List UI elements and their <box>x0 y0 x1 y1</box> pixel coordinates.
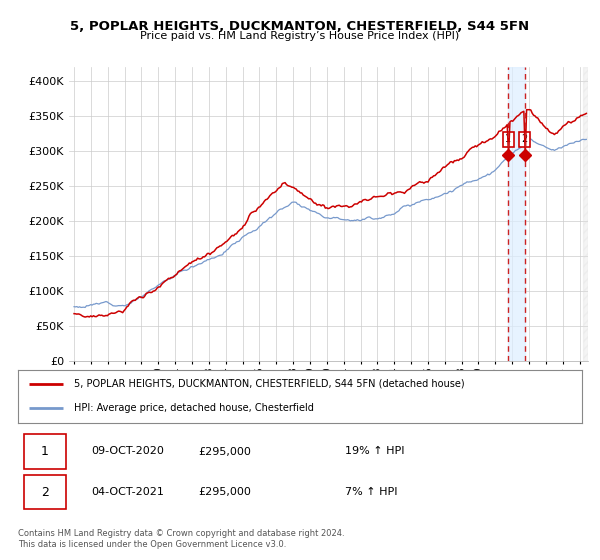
Text: 7% ↑ HPI: 7% ↑ HPI <box>345 487 398 497</box>
Text: HPI: Average price, detached house, Chesterfield: HPI: Average price, detached house, Ches… <box>74 403 314 413</box>
Text: 2: 2 <box>521 134 528 144</box>
Text: 09-OCT-2020: 09-OCT-2020 <box>91 446 164 456</box>
Text: £295,000: £295,000 <box>199 487 251 497</box>
Text: 19% ↑ HPI: 19% ↑ HPI <box>345 446 404 456</box>
Text: 1: 1 <box>505 134 512 144</box>
Text: Price paid vs. HM Land Registry’s House Price Index (HPI): Price paid vs. HM Land Registry’s House … <box>140 31 460 41</box>
Text: 5, POPLAR HEIGHTS, DUCKMANTON, CHESTERFIELD, S44 5FN: 5, POPLAR HEIGHTS, DUCKMANTON, CHESTERFI… <box>70 20 530 32</box>
Bar <box>583 67 588 361</box>
Bar <box>508 67 525 361</box>
Text: 2: 2 <box>41 486 49 498</box>
Text: 5, POPLAR HEIGHTS, DUCKMANTON, CHESTERFIELD, S44 5FN (detached house): 5, POPLAR HEIGHTS, DUCKMANTON, CHESTERFI… <box>74 379 465 389</box>
FancyBboxPatch shape <box>23 435 66 469</box>
FancyBboxPatch shape <box>23 475 66 509</box>
Text: 1: 1 <box>41 445 49 458</box>
Text: Contains HM Land Registry data © Crown copyright and database right 2024.
This d: Contains HM Land Registry data © Crown c… <box>18 529 344 549</box>
Text: £295,000: £295,000 <box>199 446 251 456</box>
Text: 04-OCT-2021: 04-OCT-2021 <box>91 487 164 497</box>
